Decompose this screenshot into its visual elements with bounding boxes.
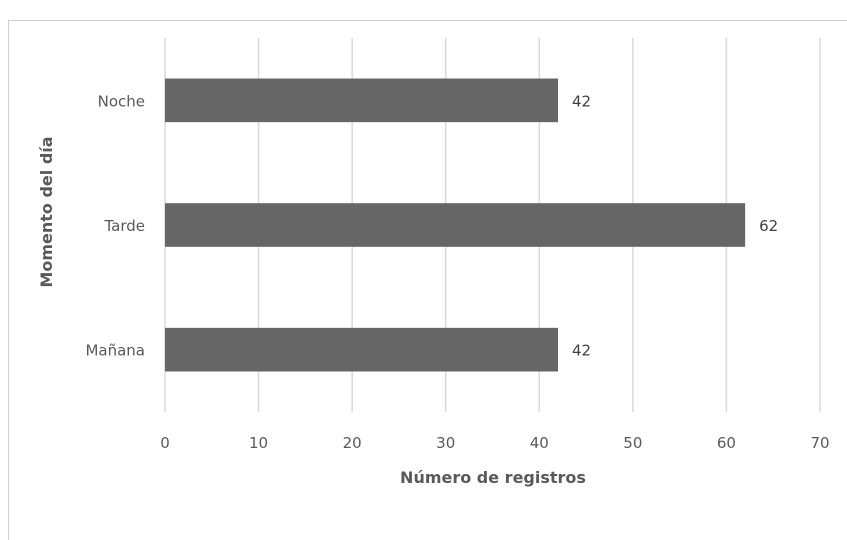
x-tick-label-70: 70 [810,434,829,452]
data-label-tarde: 62 [759,217,778,235]
y-tick-label-mañana: Mañana [85,342,145,360]
x-tick-label-30: 30 [436,434,455,452]
bar-mañana [165,327,558,372]
data-label-noche: 42 [572,92,591,110]
y-tick-label-tarde: Tarde [103,217,145,235]
x-tick-label-50: 50 [623,434,642,452]
y-tick-label-noche: Noche [98,92,145,110]
x-tick-label-40: 40 [530,434,549,452]
x-tick-label-60: 60 [717,434,736,452]
bars [165,78,746,372]
data-labels: 42 62 42 [572,92,778,359]
y-axis-title: Momento del día [37,136,56,287]
y-axis-ticks: Mañana Tarde Noche [85,92,145,359]
bar-noche [165,78,558,123]
bar-tarde [165,203,746,247]
data-label-mañana: 42 [572,342,591,360]
x-tick-label-0: 0 [160,434,170,452]
x-axis-ticks: 0 10 20 30 40 50 60 70 [160,434,829,452]
x-tick-label-20: 20 [343,434,362,452]
x-axis-title: Número de registros [400,468,586,487]
chart-frame [8,20,847,540]
x-tick-label-10: 10 [249,434,268,452]
